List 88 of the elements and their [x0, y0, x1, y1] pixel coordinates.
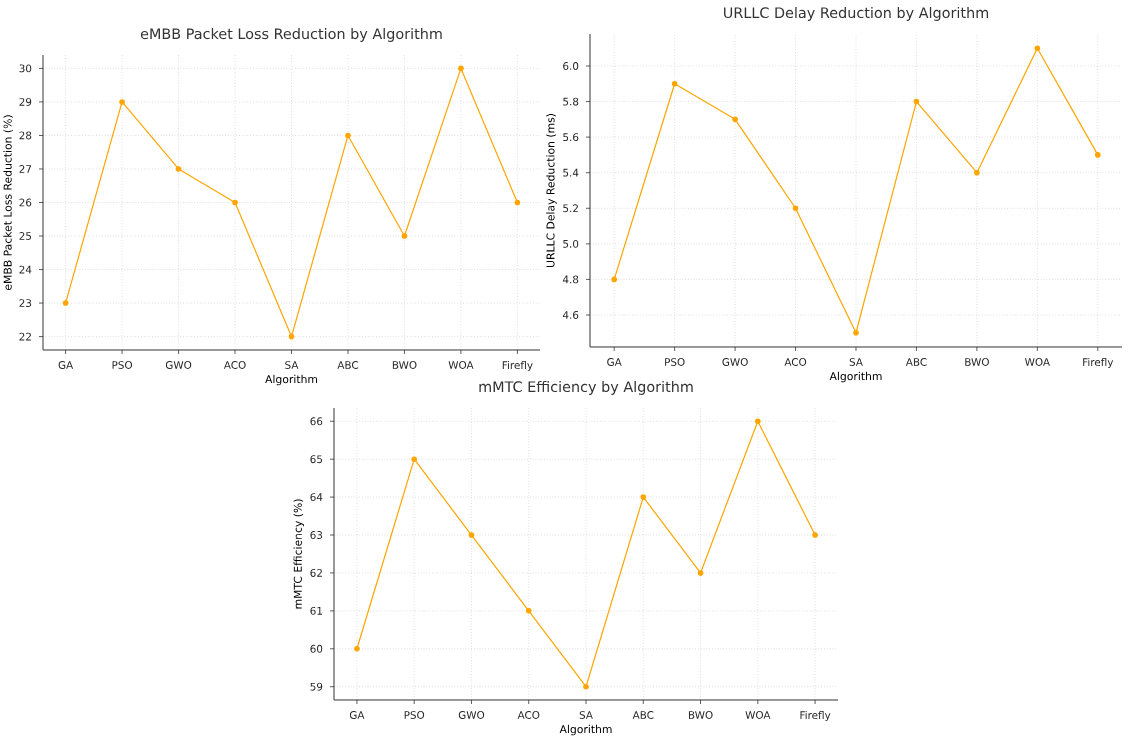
x-tick-label: ACO [784, 358, 807, 366]
y-tick-label: 4.6 [562, 311, 579, 319]
y-tick-label: 29 [19, 98, 32, 106]
x-tick-label: PSO [404, 711, 425, 719]
y-tick-label: 61 [310, 606, 322, 615]
point [812, 532, 818, 538]
y-axis-title: mMTC Efficiency (%) [293, 499, 304, 609]
point [458, 65, 464, 72]
point [354, 645, 360, 652]
y-axis-title: URLLC Delay Reduction (ms) [546, 114, 557, 267]
x-tick-label: GA [349, 711, 365, 719]
point [974, 169, 980, 176]
point [514, 199, 521, 206]
point [401, 233, 408, 239]
point [732, 116, 738, 123]
y-axis-title: eMBB Packet Loss Reduction (%) [3, 115, 13, 291]
point [1095, 152, 1101, 158]
y-tick-label: 23 [19, 299, 32, 307]
y-tick-label: 66 [310, 417, 323, 426]
x-tick-label: WOA [1024, 358, 1050, 366]
point [62, 300, 69, 306]
x-tick-label: ABC [905, 358, 927, 366]
x-tick-label: ABC [337, 361, 359, 369]
x-tick-label: ACO [223, 361, 246, 369]
x-tick-label: WOA [448, 361, 474, 369]
point [640, 494, 647, 500]
x-axis-title: Algorithm [265, 374, 318, 386]
x-tick-label: BWO [392, 361, 417, 369]
x-tick-label: GWO [722, 358, 748, 366]
x-tick-label: ACO [517, 711, 540, 719]
x-tick-label: GWO [458, 711, 485, 719]
y-tick-label: 5.8 [563, 97, 579, 106]
y-tick-label: 63 [310, 531, 323, 539]
y-tick-label: 60 [310, 644, 323, 653]
x-tick-label: WOA [745, 711, 771, 719]
y-tick-label: 25 [19, 232, 32, 240]
x-tick-label: GA [58, 361, 74, 369]
y-tick-label: 4.8 [562, 275, 579, 284]
x-axis-title: Algorithm [829, 371, 882, 383]
x-tick-label: BWO [688, 711, 713, 719]
point [525, 608, 532, 614]
y-tick-label: 5.0 [563, 239, 579, 248]
x-tick-label: SA [579, 711, 593, 719]
x-tick-label: Firefly [502, 361, 533, 372]
point [611, 276, 617, 283]
y-tick-label: 62 [310, 569, 322, 577]
y-tick-label: 65 [310, 455, 323, 464]
y-tick-label: 24 [19, 265, 32, 274]
y-tick-label: 30 [19, 64, 32, 73]
point [671, 80, 678, 87]
y-tick-label: 6.0 [563, 62, 579, 70]
x-axis-title: Algorithm [559, 724, 612, 736]
x-tick-label: Firefly [800, 711, 831, 722]
y-tick-label: 64 [310, 493, 323, 502]
y-tick-label: 28 [19, 131, 32, 140]
point [288, 333, 295, 340]
point [1034, 45, 1041, 52]
x-tick-label: PSO [665, 358, 685, 366]
y-tick-label: 5.2 [563, 204, 578, 213]
chart-title: mMTC Efficiency by Algorithm [479, 380, 693, 395]
point [853, 329, 859, 336]
y-tick-label: 59 [310, 682, 323, 691]
x-tick-label: SA [285, 361, 299, 369]
point [232, 199, 238, 206]
point [175, 166, 182, 172]
y-tick-label: 26 [19, 198, 32, 207]
x-tick-label: ABC [632, 711, 654, 719]
point [345, 132, 351, 139]
point [792, 205, 799, 212]
point [755, 418, 761, 425]
point [468, 532, 475, 538]
chart-title: URLLC Delay Reduction by Algorithm [724, 6, 988, 21]
chart-title: eMBB Packet Loss Reduction by Algorithm [140, 28, 442, 42]
x-tick-label: PSO [112, 361, 133, 369]
point [697, 570, 704, 576]
point [411, 456, 417, 462]
point [119, 99, 125, 105]
x-tick-label: BWO [965, 358, 989, 366]
x-tick-label: SA [849, 358, 863, 366]
y-tick-label: 5.4 [563, 168, 579, 177]
y-tick-label: 5.6 [563, 133, 579, 142]
point [913, 98, 920, 105]
point [583, 683, 589, 690]
y-tick-label: 27 [19, 165, 32, 173]
x-tick-label: GWO [165, 361, 192, 369]
x-tick-label: Firefly [1083, 358, 1114, 369]
x-tick-label: GA [607, 358, 622, 366]
y-tick-label: 22 [19, 332, 31, 341]
